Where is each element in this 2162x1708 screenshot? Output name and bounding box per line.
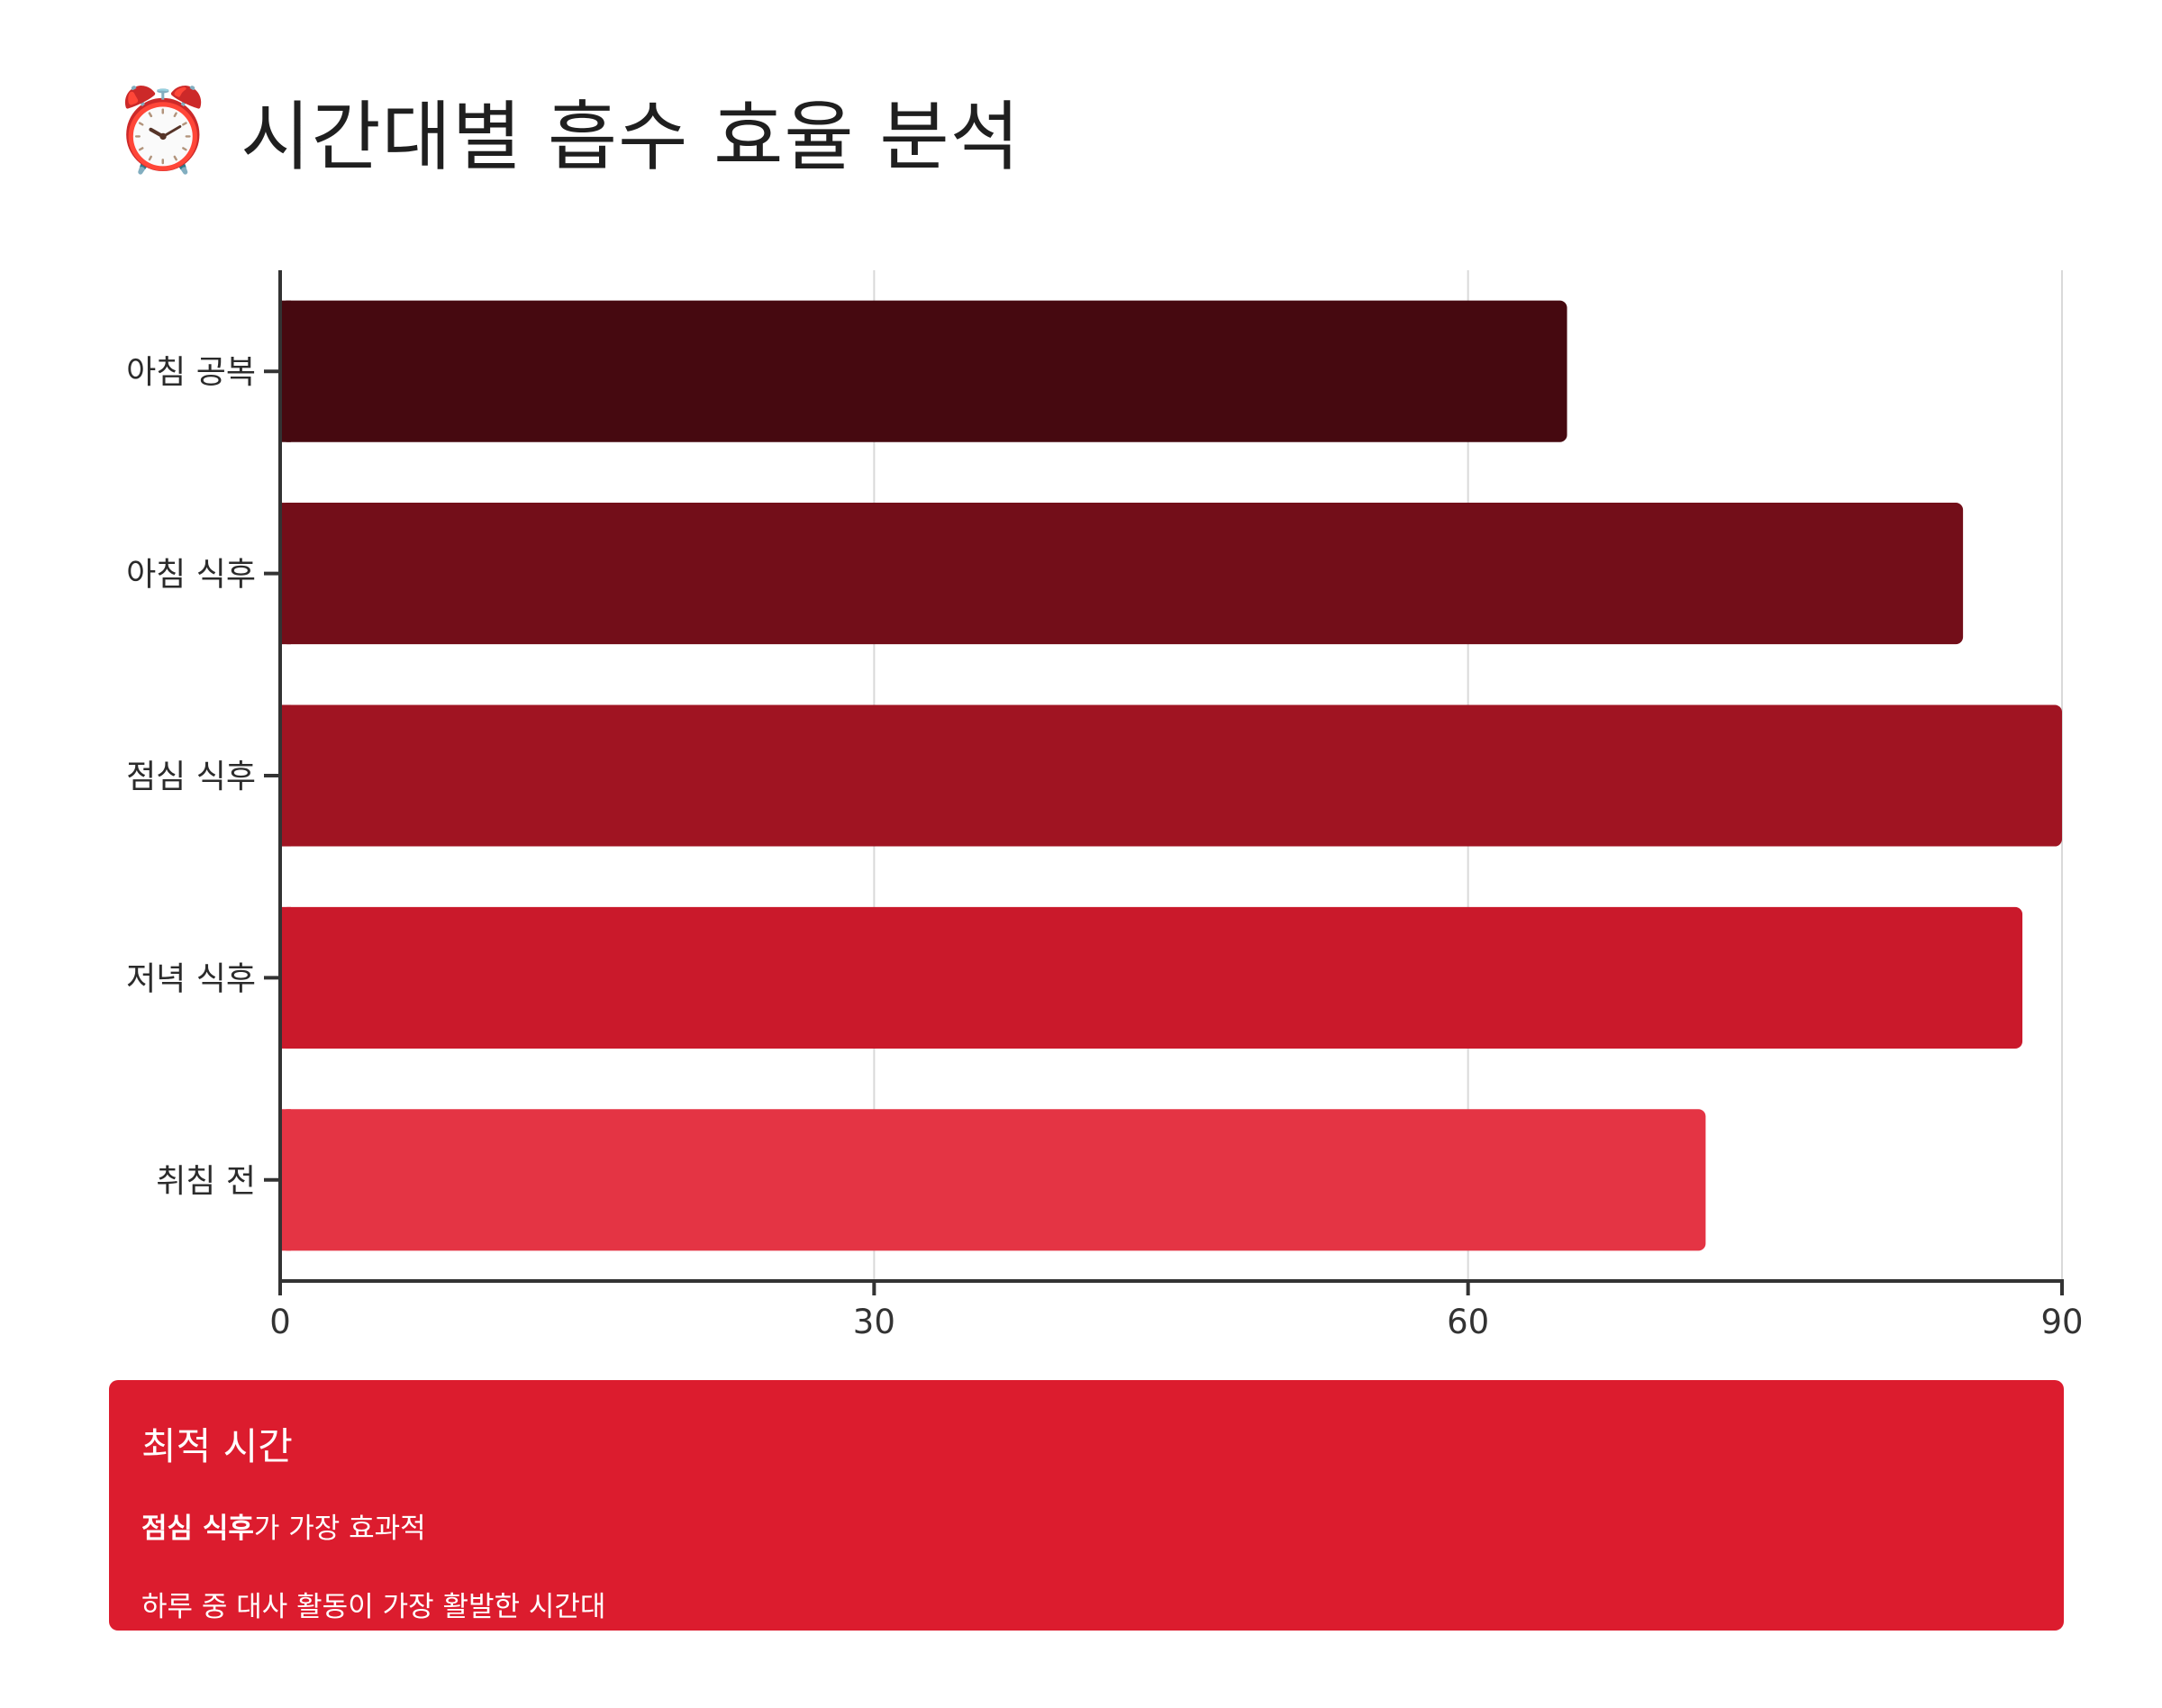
bar [280,1109,1706,1251]
x-tick-label: 60 [1447,1303,1489,1341]
chart-title-text: 시간대별 흡수 효율 분석 [241,92,1021,181]
bar-base [280,704,291,847]
bar-base [280,906,291,1049]
bar [280,906,2023,1049]
bar-base [280,503,291,645]
card-highlight: 점심 식후 [141,1513,254,1545]
bar [280,503,1964,645]
y-tick-label: 취침 전 [156,1163,256,1200]
x-tick-label: 0 [269,1303,291,1341]
x-tick-label: 90 [2040,1303,2083,1341]
bars [280,300,2062,1251]
bar-base [280,1109,291,1251]
bar-base [280,300,291,442]
bar [280,300,1567,442]
card-highlight-line: 점심 식후가 가장 효과적 [141,1505,2031,1546]
alarm-clock-icon: ⏰ [113,83,214,177]
bar [280,704,2062,847]
x-tick-label: 30 [853,1303,895,1341]
y-tick-label: 아침 식후 [126,557,256,594]
y-tick-label: 아침 공복 [126,354,256,391]
card-description: 하루 중 대사 활동이 가장 활발한 시간대 [141,1591,606,1623]
optimal-time-card: 최적 시간 점심 식후가 가장 효과적 하루 중 대사 활동이 가장 활발한 시… [109,1380,2064,1631]
y-tick-label: 점심 식후 [126,759,256,795]
card-highlight-suffix: 가 가장 효과적 [253,1513,426,1545]
chart-title: ⏰ 시간대별 흡수 효율 분석 [113,81,1021,181]
card-title: 최적 시간 [141,1424,293,1468]
y-tick-label: 저녁 식후 [126,960,256,997]
